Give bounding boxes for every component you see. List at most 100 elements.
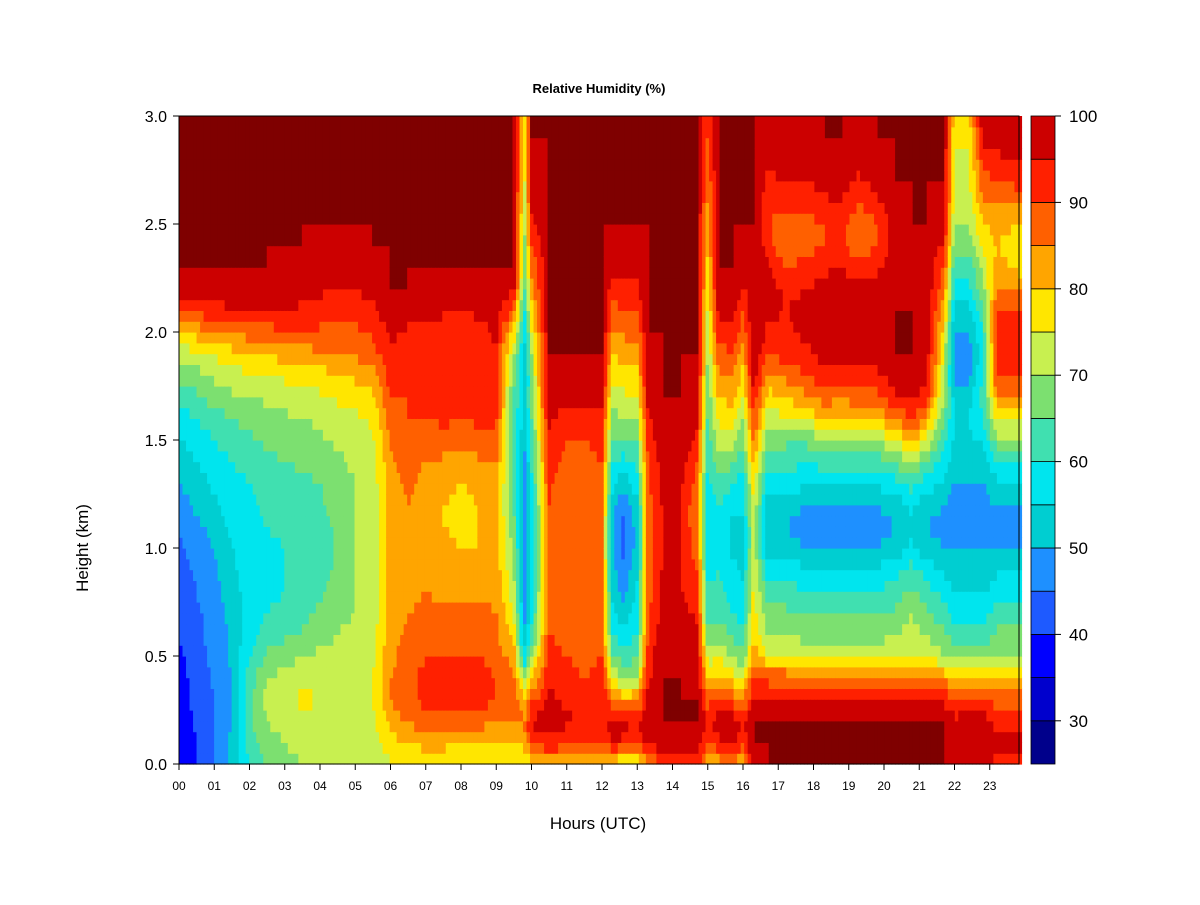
heatmap-cell xyxy=(382,753,387,765)
heatmap-cell xyxy=(358,180,363,193)
heatmap-cell xyxy=(217,720,222,733)
heatmap-cell xyxy=(435,299,440,311)
heatmap-cell xyxy=(270,191,275,203)
heatmap-cell xyxy=(301,180,306,193)
heatmap-cell xyxy=(277,126,282,139)
heatmap-cell xyxy=(179,742,184,754)
heatmap-cell xyxy=(252,299,257,311)
heatmap-cell xyxy=(252,126,257,139)
heatmap-cell xyxy=(382,440,387,452)
heatmap-cell xyxy=(294,526,299,538)
heatmap-cell xyxy=(179,148,184,160)
heatmap-cell xyxy=(326,537,331,549)
heatmap-cell xyxy=(459,126,464,139)
heatmap-cell xyxy=(224,170,229,182)
heatmap-cell xyxy=(428,494,433,506)
heatmap-cell xyxy=(312,180,317,193)
heatmap-cell xyxy=(389,170,394,182)
heatmap-cell xyxy=(336,234,342,247)
heatmap-cell xyxy=(207,731,212,743)
heatmap-cell xyxy=(259,353,264,365)
heatmap-cell xyxy=(361,612,366,625)
heatmap-cell xyxy=(287,170,292,182)
heatmap-cell xyxy=(382,472,387,484)
heatmap-cell xyxy=(200,515,205,527)
heatmap-cell xyxy=(266,429,271,441)
heatmap-cell xyxy=(347,267,352,279)
heatmap-cell xyxy=(400,332,405,344)
heatmap-cell xyxy=(231,742,236,754)
heatmap-cell xyxy=(336,688,342,700)
heatmap-cell xyxy=(305,461,310,473)
heatmap-cell xyxy=(200,202,205,214)
heatmap-cell xyxy=(238,558,243,571)
heatmap-cell xyxy=(179,612,184,625)
heatmap-cell xyxy=(421,731,426,743)
heatmap-cell xyxy=(329,753,335,765)
heatmap-cell xyxy=(217,569,222,581)
heatmap-cell xyxy=(431,440,436,452)
heatmap-cell xyxy=(403,558,408,571)
heatmap-cell xyxy=(235,342,240,355)
heatmap-cell xyxy=(386,731,391,743)
heatmap-cell xyxy=(273,407,278,419)
heatmap-cell xyxy=(277,353,282,365)
heatmap-cell xyxy=(354,440,359,452)
heatmap-cell xyxy=(466,537,471,549)
heatmap-cell xyxy=(393,656,398,668)
heatmap-cell xyxy=(235,375,240,387)
heatmap-cell xyxy=(203,591,208,603)
heatmap-cell xyxy=(207,537,212,549)
heatmap-cell xyxy=(343,332,349,344)
heatmap-cell xyxy=(315,720,321,733)
heatmap-cell xyxy=(326,753,331,765)
heatmap-cell xyxy=(326,159,331,171)
heatmap-cell xyxy=(459,191,464,203)
heatmap-cell xyxy=(193,396,198,409)
heatmap-cell xyxy=(389,666,394,679)
heatmap-cell xyxy=(277,677,282,689)
heatmap-cell xyxy=(442,429,447,441)
heatmap-cell xyxy=(308,245,313,257)
heatmap-cell xyxy=(351,342,356,355)
heatmap-cell xyxy=(421,429,426,441)
heatmap-cell xyxy=(270,645,275,657)
heatmap-cell xyxy=(424,450,429,463)
heatmap-cell xyxy=(445,580,450,592)
heatmap-cell xyxy=(235,483,240,495)
heatmap-cell xyxy=(417,666,422,679)
heatmap-cell xyxy=(280,612,285,625)
heatmap-cell xyxy=(329,148,335,160)
heatmap-cell xyxy=(273,688,278,700)
heatmap-cell xyxy=(245,612,250,625)
heatmap-cell xyxy=(435,342,440,355)
heatmap-cell xyxy=(277,234,282,247)
heatmap-cell xyxy=(249,656,254,668)
heatmap-cell xyxy=(428,699,433,711)
heatmap-cell xyxy=(207,278,212,290)
heatmap-cell xyxy=(266,494,271,506)
heatmap-cell xyxy=(379,159,384,171)
heatmap-cell xyxy=(252,591,257,603)
heatmap-cell xyxy=(375,591,380,603)
heatmap-cell xyxy=(393,159,398,171)
heatmap-cell xyxy=(217,602,222,614)
heatmap-cell xyxy=(252,494,257,506)
heatmap-cell xyxy=(449,278,454,290)
heatmap-cell xyxy=(431,310,436,322)
heatmap-cell xyxy=(249,299,254,311)
heatmap-cell xyxy=(221,634,226,646)
heatmap-cell xyxy=(200,213,205,225)
heatmap-cell xyxy=(249,332,254,344)
heatmap-cell xyxy=(445,288,450,301)
heatmap-cell xyxy=(466,224,471,236)
heatmap-cell xyxy=(259,202,264,214)
heatmap-cell xyxy=(386,710,391,722)
heatmap-cell xyxy=(452,440,457,452)
heatmap-cell xyxy=(333,202,338,214)
heatmap-cell xyxy=(238,731,243,743)
heatmap-cell xyxy=(224,720,229,733)
heatmap-cell xyxy=(249,159,254,171)
heatmap-cell xyxy=(312,483,317,495)
